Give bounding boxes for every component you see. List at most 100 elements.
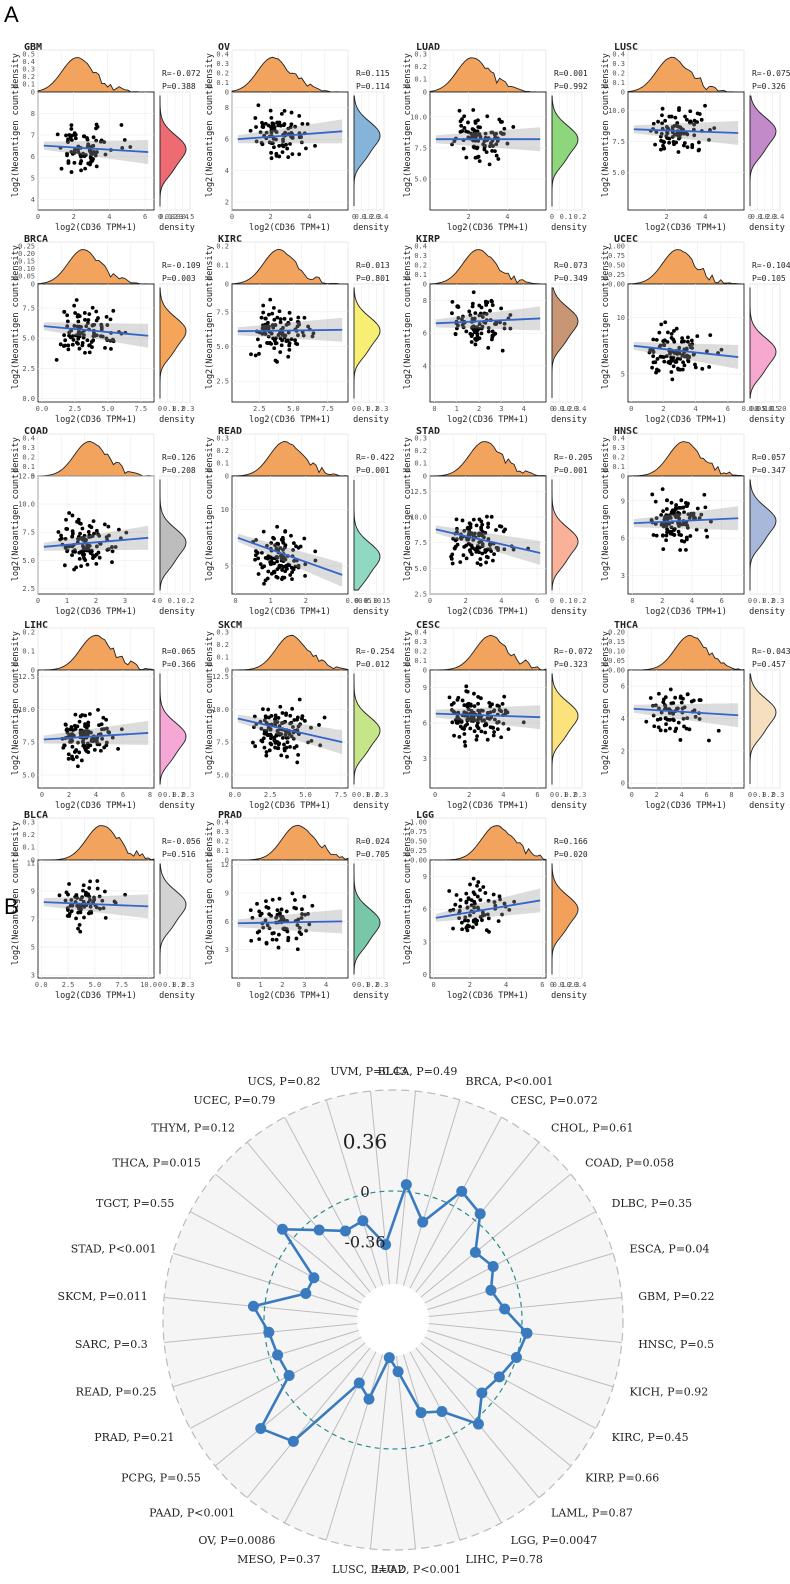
- x-tick-label: 0: [630, 597, 634, 605]
- data-point: [85, 338, 90, 343]
- right-density-tick: 0: [748, 213, 752, 221]
- data-point: [106, 524, 111, 529]
- right-density-tick: 0.2: [574, 597, 587, 605]
- data-point: [475, 561, 480, 566]
- data-point: [313, 549, 318, 554]
- data-point: [87, 543, 92, 548]
- data-point: [487, 717, 492, 721]
- data-point: [662, 359, 667, 364]
- data-point: [483, 299, 488, 304]
- top-density-tick: 0.05: [18, 273, 35, 281]
- x-tick-label: 6: [121, 791, 125, 799]
- confidence-band: [43, 894, 149, 919]
- radar-category-label: KIRP, P=0.66: [585, 1472, 659, 1485]
- regression-line: [237, 130, 343, 141]
- y-axis-label: log2(Neoantigen count): [205, 469, 215, 582]
- right-density-tick: 0: [352, 213, 356, 221]
- data-point: [89, 739, 94, 743]
- y-axis-label: log2(Neoantigen count): [601, 85, 611, 198]
- data-point: [464, 329, 469, 334]
- y-tick-label: 12.5: [410, 488, 427, 496]
- data-point: [679, 498, 684, 503]
- top-density-tick: 0.00: [608, 280, 625, 288]
- data-point: [455, 714, 460, 719]
- data-point: [306, 324, 310, 329]
- data-point: [266, 334, 271, 339]
- radar-point: [283, 1370, 295, 1382]
- data-point: [297, 697, 302, 702]
- data-point: [697, 516, 702, 521]
- y-tick-label: 9: [31, 887, 35, 895]
- data-point: [94, 138, 99, 143]
- data-point: [478, 562, 483, 567]
- data-point: [86, 750, 91, 755]
- data-point: [68, 727, 73, 732]
- data-point: [676, 720, 681, 725]
- data-point: [472, 316, 477, 321]
- right-density-tick: 0: [550, 791, 554, 799]
- data-point: [296, 315, 301, 320]
- data-point: [653, 703, 658, 708]
- data-point: [696, 148, 701, 153]
- top-density-tick: 1.00: [608, 242, 625, 250]
- x-tick-label: 7.5: [134, 405, 147, 413]
- top-density-tick: 0.75: [608, 252, 625, 260]
- y-tick-label: 6: [423, 330, 427, 338]
- x-tick-label: 5.0: [299, 791, 312, 799]
- data-point: [83, 317, 87, 322]
- x-tick-label: 7.5: [321, 405, 334, 413]
- y-tick-label: 12.5: [18, 473, 35, 481]
- data-point: [668, 531, 673, 536]
- right-density-tick: 0.15: [374, 597, 391, 605]
- data-point: [282, 335, 287, 340]
- data-point: [286, 354, 291, 359]
- top-density-tick: 0.4: [22, 434, 35, 442]
- data-point: [470, 532, 475, 536]
- data-point: [289, 122, 294, 127]
- data-point: [310, 334, 315, 339]
- right-density-tick: 0.4: [772, 213, 785, 221]
- top-density-tick: 0.1: [414, 460, 427, 468]
- correlation-p: P=0.105: [752, 274, 786, 283]
- data-point: [82, 134, 87, 139]
- data-point: [490, 702, 494, 707]
- data-point: [269, 914, 274, 918]
- x-tick-label: 2: [269, 213, 273, 221]
- x-axis-label: log2(CD36 TPM+1): [645, 801, 727, 811]
- data-point: [92, 322, 97, 327]
- data-point: [506, 727, 511, 732]
- data-point: [707, 365, 712, 369]
- data-point: [704, 528, 709, 533]
- right-density-curve: [749, 479, 777, 590]
- top-density-label: density: [601, 245, 611, 281]
- data-point: [468, 726, 473, 731]
- data-point: [285, 146, 290, 151]
- top-density-tick: 0.2: [216, 447, 229, 455]
- data-point: [672, 339, 677, 344]
- data-point: [482, 535, 486, 540]
- data-point: [651, 354, 656, 359]
- radar-category-label: LGG, P=0.0047: [511, 1534, 598, 1547]
- data-point: [460, 518, 465, 523]
- radar-point: [263, 1326, 275, 1338]
- data-point: [692, 133, 697, 138]
- data-point: [263, 121, 268, 126]
- top-density-tick: 0.50: [608, 261, 625, 269]
- correlation-r: R=-0.043: [752, 647, 790, 656]
- data-point: [486, 329, 491, 334]
- y-tick-label: 12.5: [212, 673, 229, 681]
- data-point: [662, 338, 667, 343]
- data-point: [58, 342, 63, 347]
- data-point: [678, 505, 683, 510]
- data-point: [78, 929, 83, 934]
- data-point: [117, 527, 121, 532]
- data-point: [278, 350, 283, 355]
- data-point: [297, 114, 302, 118]
- data-point: [707, 138, 711, 142]
- data-point: [463, 915, 468, 920]
- data-point: [455, 326, 459, 331]
- data-point: [489, 298, 494, 303]
- x-tick-label: 2: [661, 405, 665, 413]
- data-point: [123, 892, 128, 897]
